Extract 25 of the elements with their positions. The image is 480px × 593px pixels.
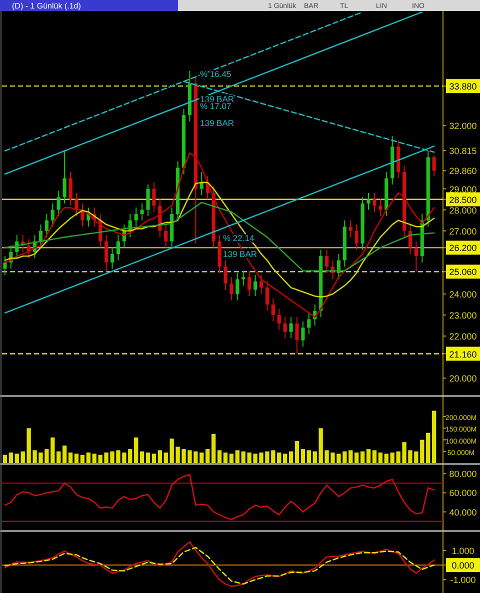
y-tick-label: 40.000	[449, 507, 477, 518]
chart-title: (D) - 1 Günlük (.1d)	[12, 2, 82, 10]
y-tick-label: 32.000	[449, 121, 477, 132]
y-tick-label: 60.000	[449, 488, 477, 498]
y-tick-label: 22.000	[449, 332, 477, 342]
y-tick-label: 23.000	[449, 310, 477, 321]
y-tick-label: 80.000	[449, 469, 477, 480]
y-tick-label: 29.860	[449, 166, 477, 176]
y-tick-label: 21.160	[449, 349, 477, 360]
annotation: % 17.07	[200, 101, 232, 111]
annotation: 139 BAR	[200, 118, 234, 128]
y-tick-label: 1.000	[452, 546, 474, 556]
y-tick-label: 30.815	[449, 146, 477, 156]
y-tick-label: 26.200	[449, 243, 477, 254]
y-tick-label: 24.000	[449, 289, 477, 300]
y-tick-label: 27.000	[449, 226, 477, 236]
y-tick-label: 25.060	[449, 267, 477, 278]
y-tick-label: 20.000	[449, 374, 477, 384]
y-tick-label: 33.880	[449, 82, 477, 92]
y-tick-label: 29.000	[449, 184, 477, 194]
y-tick-label: 28.500	[449, 194, 477, 205]
annotation: 139 BAR	[200, 94, 234, 104]
y-tick-label: 0.000	[452, 560, 474, 571]
y-tick-label: -1.000	[450, 575, 476, 586]
y-tick-label: 28.000	[449, 205, 477, 216]
